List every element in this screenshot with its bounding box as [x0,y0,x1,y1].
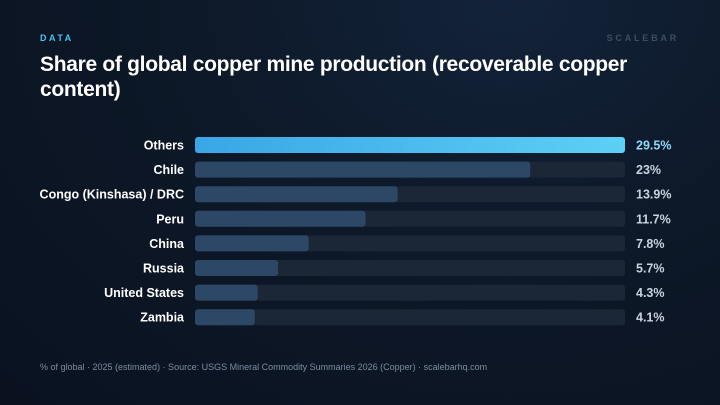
bar-4 [195,235,309,252]
value-label: 5.7% [636,262,665,276]
value-label: 4.1% [636,311,665,325]
chart-title: Share of global copper mine production (… [40,53,628,101]
chart-footnote: % of global · 2025 (estimated) · Source:… [40,362,488,372]
value-label: 4.3% [636,286,665,300]
bar-0 [195,137,625,153]
section-kicker: DATA [40,33,74,43]
category-label: Chile [153,163,184,177]
category-label: Russia [143,262,185,276]
bar-5 [195,260,279,276]
value-label: 23% [636,163,661,177]
value-label: 13.9% [636,188,671,202]
bar-6 [195,284,258,301]
bar-2 [195,186,398,203]
bar-track [195,309,625,326]
brand-logo: SCALEBAR [606,33,679,43]
bar-1 [195,161,531,178]
category-label: Zambia [140,311,185,325]
bar-7 [195,309,255,326]
bar-group: Others 29.5% Chile 23% Congo (Kinshasa) / DR… [40,137,671,326]
bar-track [195,284,625,301]
category-label: Congo (Kinshasa) / DRC [40,188,184,202]
category-label: Others [144,139,184,153]
category-label: China [149,237,185,251]
value-label: 11.7% [636,212,671,226]
bar-3 [195,210,366,227]
category-label: Peru [156,212,184,226]
value-label: 7.8% [636,237,665,251]
category-label: United States [104,286,184,300]
bar-track [195,260,625,276]
value-label: 29.5% [636,139,671,153]
